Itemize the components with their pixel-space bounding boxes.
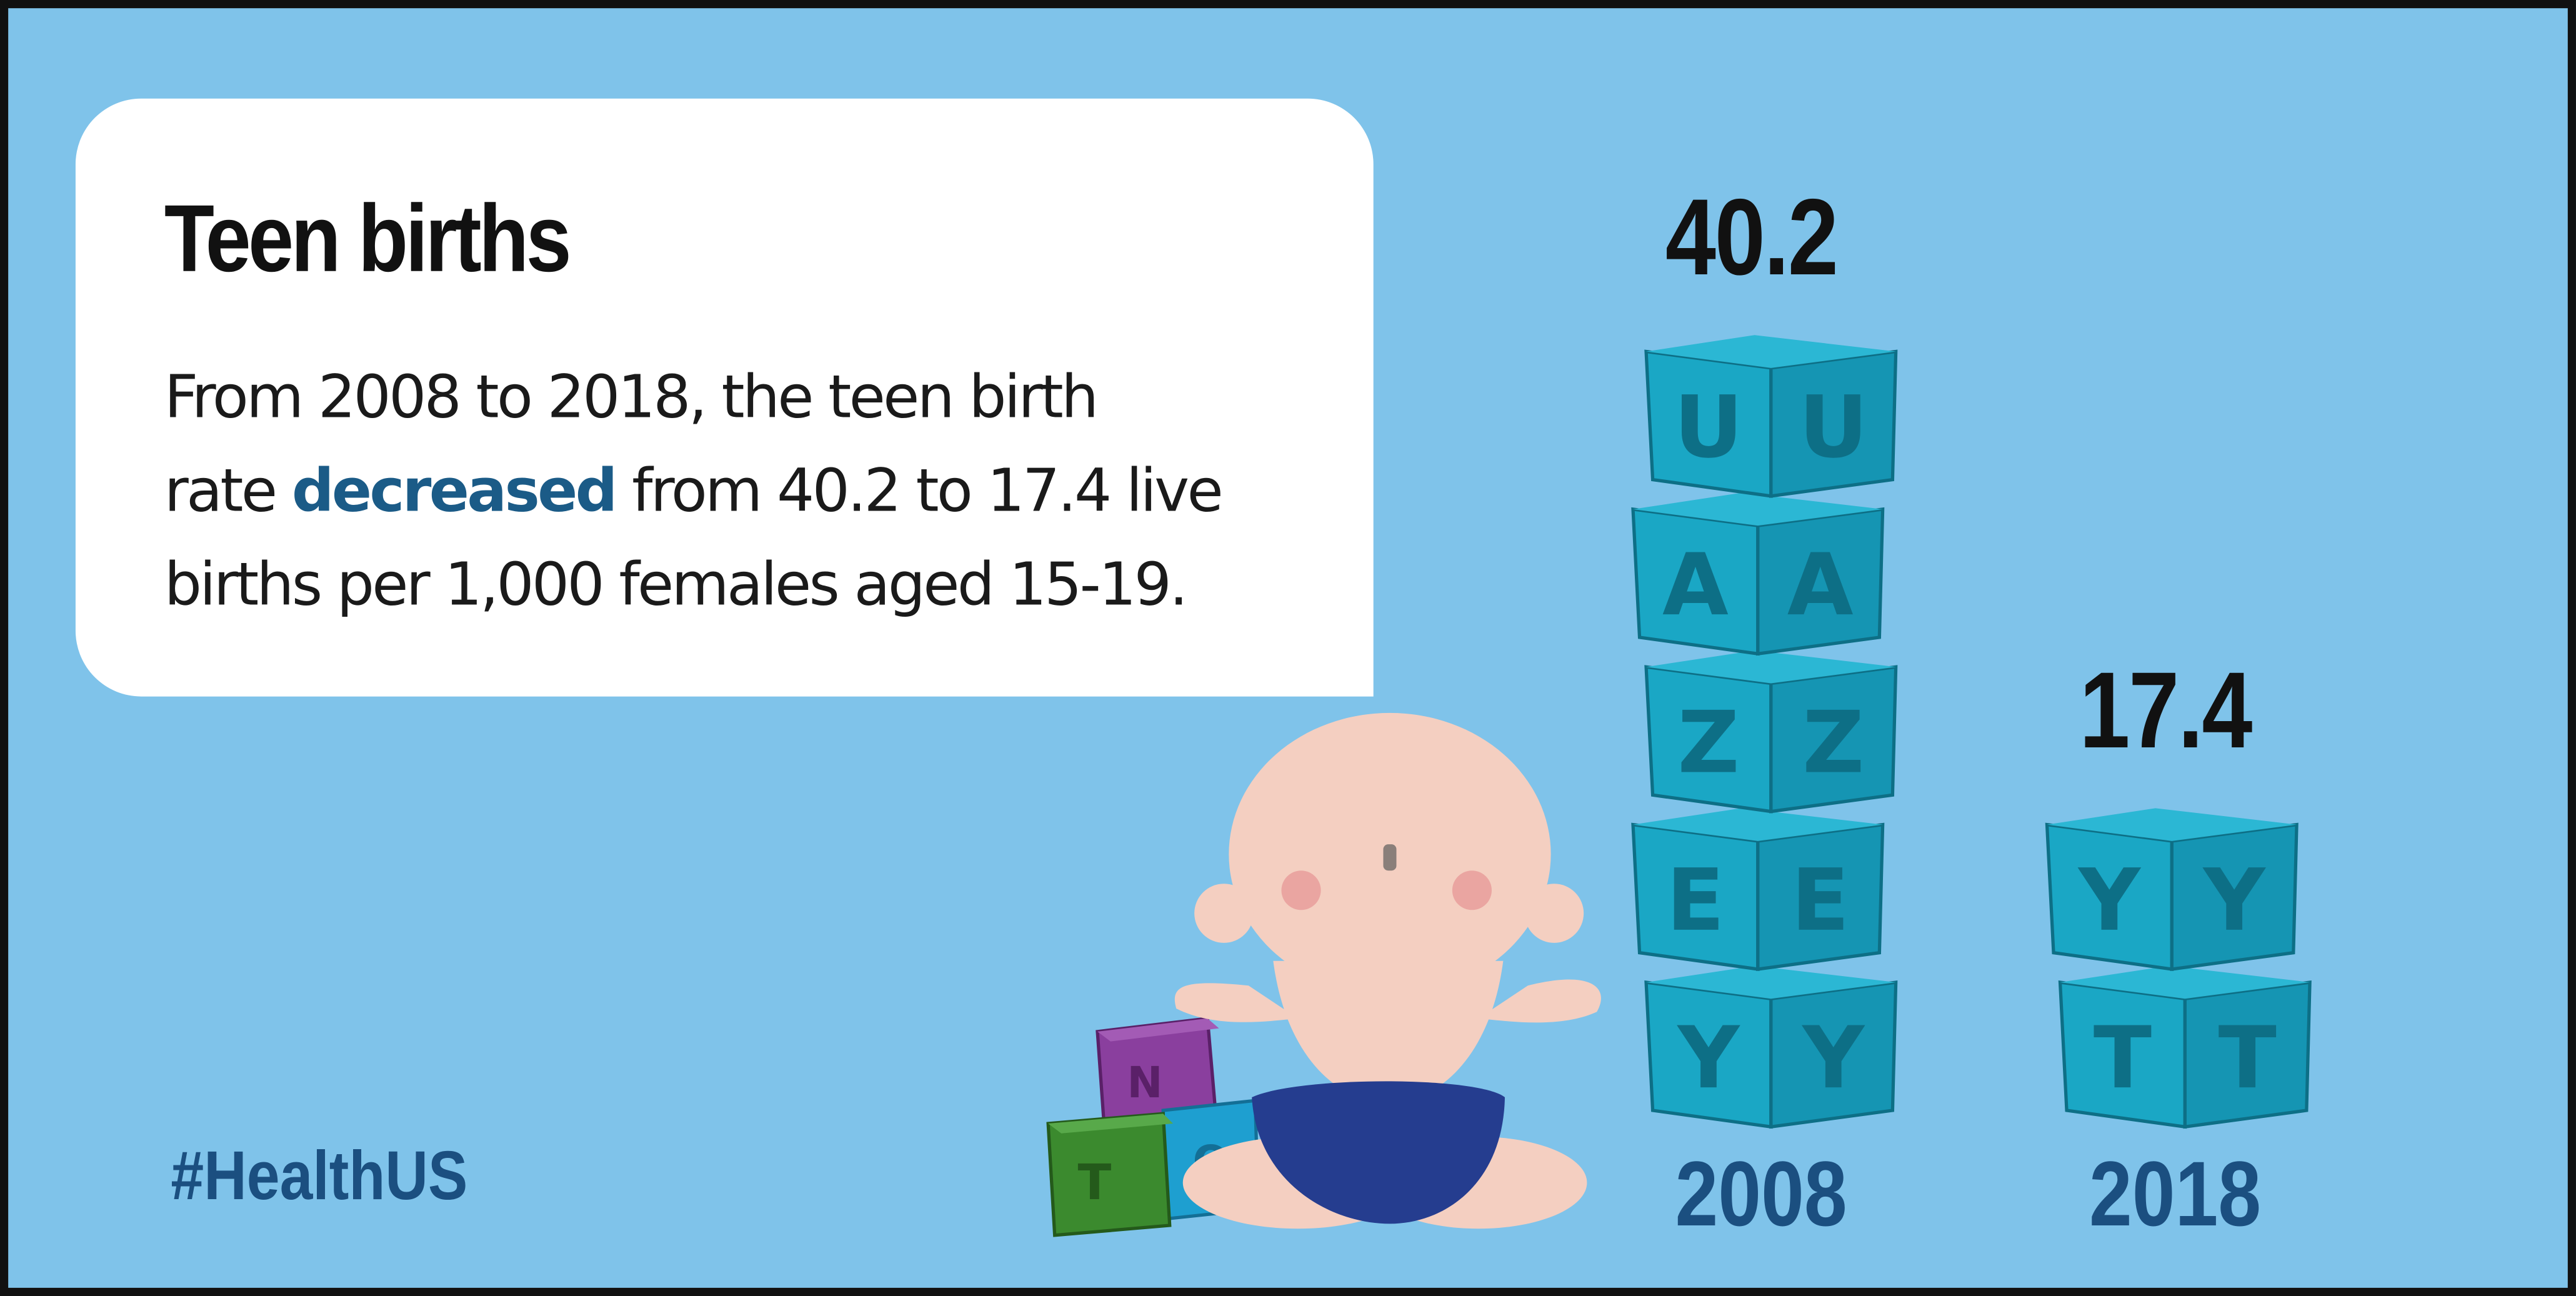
description-text: rate <box>164 458 292 526</box>
card-description: From 2008 to 2018, the teen birth rate d… <box>164 352 1380 633</box>
block-letter-side: U <box>1799 378 1868 477</box>
toy-blocks-icon: N O T <box>1046 1016 1261 1237</box>
description-line-3: births per 1,000 females aged 15-19. <box>164 552 1188 620</box>
block-letter-front: U <box>1674 378 1743 477</box>
year-label-2018: 2018 <box>2089 1141 2262 1245</box>
hashtag-label: #HealthUS <box>171 1137 468 1214</box>
bar-2008: Y YE EZ ZA AU U <box>1631 335 1898 1129</box>
block-letter-front: A <box>1662 536 1729 635</box>
toy-block-letter: T <box>1077 1154 1111 1211</box>
block-letter-front: Z <box>1677 693 1739 792</box>
block-letter-front: T <box>2094 1009 2152 1108</box>
description-line-1: From 2008 to 2018, the teen birth <box>164 364 1099 432</box>
description-text: from 40.2 to 17.4 live <box>615 458 1224 526</box>
decreased-highlight: decreased <box>291 458 618 526</box>
block-letter-side: Z <box>1802 693 1864 792</box>
block-letter-front: Y <box>1676 1009 1740 1108</box>
block-letter-front: Y <box>2077 851 2142 950</box>
block-letter-side: T <box>2219 1009 2277 1108</box>
value-label-2008: 40.2 <box>1665 176 1839 297</box>
value-label-2018: 17.4 <box>2079 649 2252 770</box>
card-title: Teen births <box>164 186 572 292</box>
block-letter-side: E <box>1791 851 1849 950</box>
info-card <box>75 98 1374 697</box>
block-letter-front: E <box>1666 851 1724 950</box>
block-letter-side: A <box>1787 536 1854 635</box>
toy-block-letter: N <box>1127 1059 1162 1108</box>
baby-icon <box>1174 712 1601 1229</box>
block-letter-side: Y <box>1801 1009 1865 1108</box>
block-letter-side: Y <box>2202 851 2267 950</box>
year-label-2008: 2008 <box>1675 1141 1847 1245</box>
bar-2018: T TY Y <box>2045 808 2312 1129</box>
description-line-2: rate decreased from 40.2 to 17.4 live <box>164 445 1380 539</box>
